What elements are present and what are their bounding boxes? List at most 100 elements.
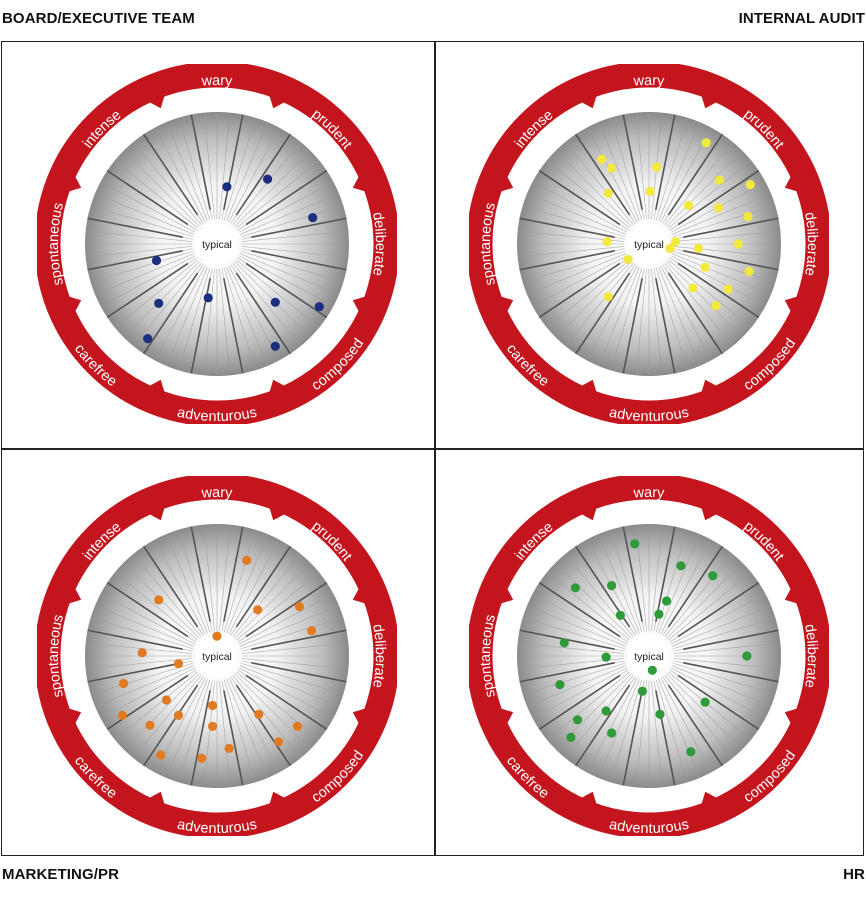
data-point [197,753,207,763]
ring-label-spontaneous: spontaneous [478,201,499,287]
data-point [270,341,280,351]
center-label: typical [202,239,232,251]
data-point [597,154,607,164]
data-point [723,284,733,294]
ring-label-spontaneous: spontaneous [46,613,67,699]
title-marketing-pr: MARKETING/PR [2,866,120,883]
data-point [743,211,753,222]
data-point [601,652,611,662]
data-point [700,262,710,272]
ring-arrow-icon [148,379,165,394]
data-point [263,174,273,184]
ring-arrow-icon [701,94,718,109]
ring-label-deliberate: deliberate [369,211,388,277]
ring-label-adventurous: adventurous [176,404,259,424]
data-point [670,237,680,247]
wheel-diagram: typicalwaryprudentdeliberatecomposedadve… [469,64,829,424]
wheel-panel-internal-audit: typical wary prudent deliberate composed adve… [469,64,829,424]
ring-label-deliberate: deliberate [801,623,820,689]
wheel-panel-board: typical wary prudent deliberate composed adve… [37,64,397,424]
data-point [601,706,611,716]
ring-arrow-icon [784,175,799,192]
data-point [292,721,302,731]
ring-label-wary: wary [200,485,233,502]
wheel-panel-hr: typical wary prudent deliberate composed adve… [469,476,829,836]
wheel-ring [469,476,829,836]
data-point [118,678,129,689]
data-point [708,571,718,581]
data-point [117,710,127,720]
data-point [630,539,640,549]
ring-arrow-icon [784,708,799,725]
data-point [603,292,613,302]
data-point [173,659,184,669]
ring-label-wary: wary [200,73,233,90]
title-board-executive-team: BOARD/EXECUTIVE TEAM [2,10,195,27]
ring-arrow-icon [352,587,367,604]
data-point [733,239,743,249]
data-point [607,581,617,591]
title-hr: HR [843,866,865,883]
ring-arrow-icon [148,94,165,109]
ring-arrow-icon [580,94,597,109]
data-point [652,162,662,172]
ring-arrow-icon [67,587,82,604]
data-point [161,695,171,705]
center-label: typical [634,239,664,251]
center-label: typical [634,651,664,663]
data-point [693,243,704,253]
wheel-ring [37,64,397,424]
data-point [572,715,583,725]
data-point [559,638,569,648]
data-point [254,709,264,719]
data-point [294,601,305,612]
ring-arrow-icon [784,296,799,313]
ring-label-spontaneous: spontaneous [46,201,67,287]
wheel-center [628,635,670,677]
data-point [154,298,164,308]
data-point [744,266,754,277]
ring-label-adventurous: adventurous [608,816,691,836]
wheel-center [196,223,238,265]
data-point [208,700,218,711]
data-point [242,555,252,565]
data-point [607,728,617,738]
ring-arrow-icon [67,296,82,313]
ring-arrow-icon [701,791,718,806]
data-point [684,200,694,211]
data-point [713,203,723,213]
data-point [647,665,657,675]
ring-arrow-icon [269,791,286,806]
data-point [688,283,698,293]
wheel-diagram: typicalwaryprudentdeliberatecomposedadve… [469,476,829,836]
data-point [745,180,755,190]
data-point [711,301,721,311]
data-point [714,175,724,185]
wheel-center [196,635,238,677]
data-point [224,743,234,753]
ring-arrow-icon [499,296,514,313]
title-internal-audit: INTERNAL AUDIT [738,10,865,27]
ring-arrow-icon [580,506,597,521]
ring-arrow-icon [148,791,165,806]
data-point [274,737,284,747]
ring-arrow-icon [67,708,82,725]
wheel-diagram: typicalwaryprudentdeliberatecomposedadve… [37,476,397,836]
data-point [686,747,696,757]
data-point [701,138,711,148]
data-point [154,595,164,605]
data-point [566,732,576,742]
ring-arrow-icon [499,708,514,725]
data-point [700,697,710,707]
wheel-ring [37,476,397,836]
data-point [156,750,166,760]
data-point [173,710,184,720]
data-point [314,302,324,312]
ring-label-deliberate: deliberate [801,211,820,277]
grid-horizontal-divider [2,448,863,450]
data-point [742,651,752,661]
ring-label-adventurous: adventurous [608,404,691,424]
data-point [145,720,155,730]
ring-arrow-icon [352,296,367,313]
wheel-panel-marketing-pr: typical wary prudent deliberate composed adve… [37,476,397,836]
